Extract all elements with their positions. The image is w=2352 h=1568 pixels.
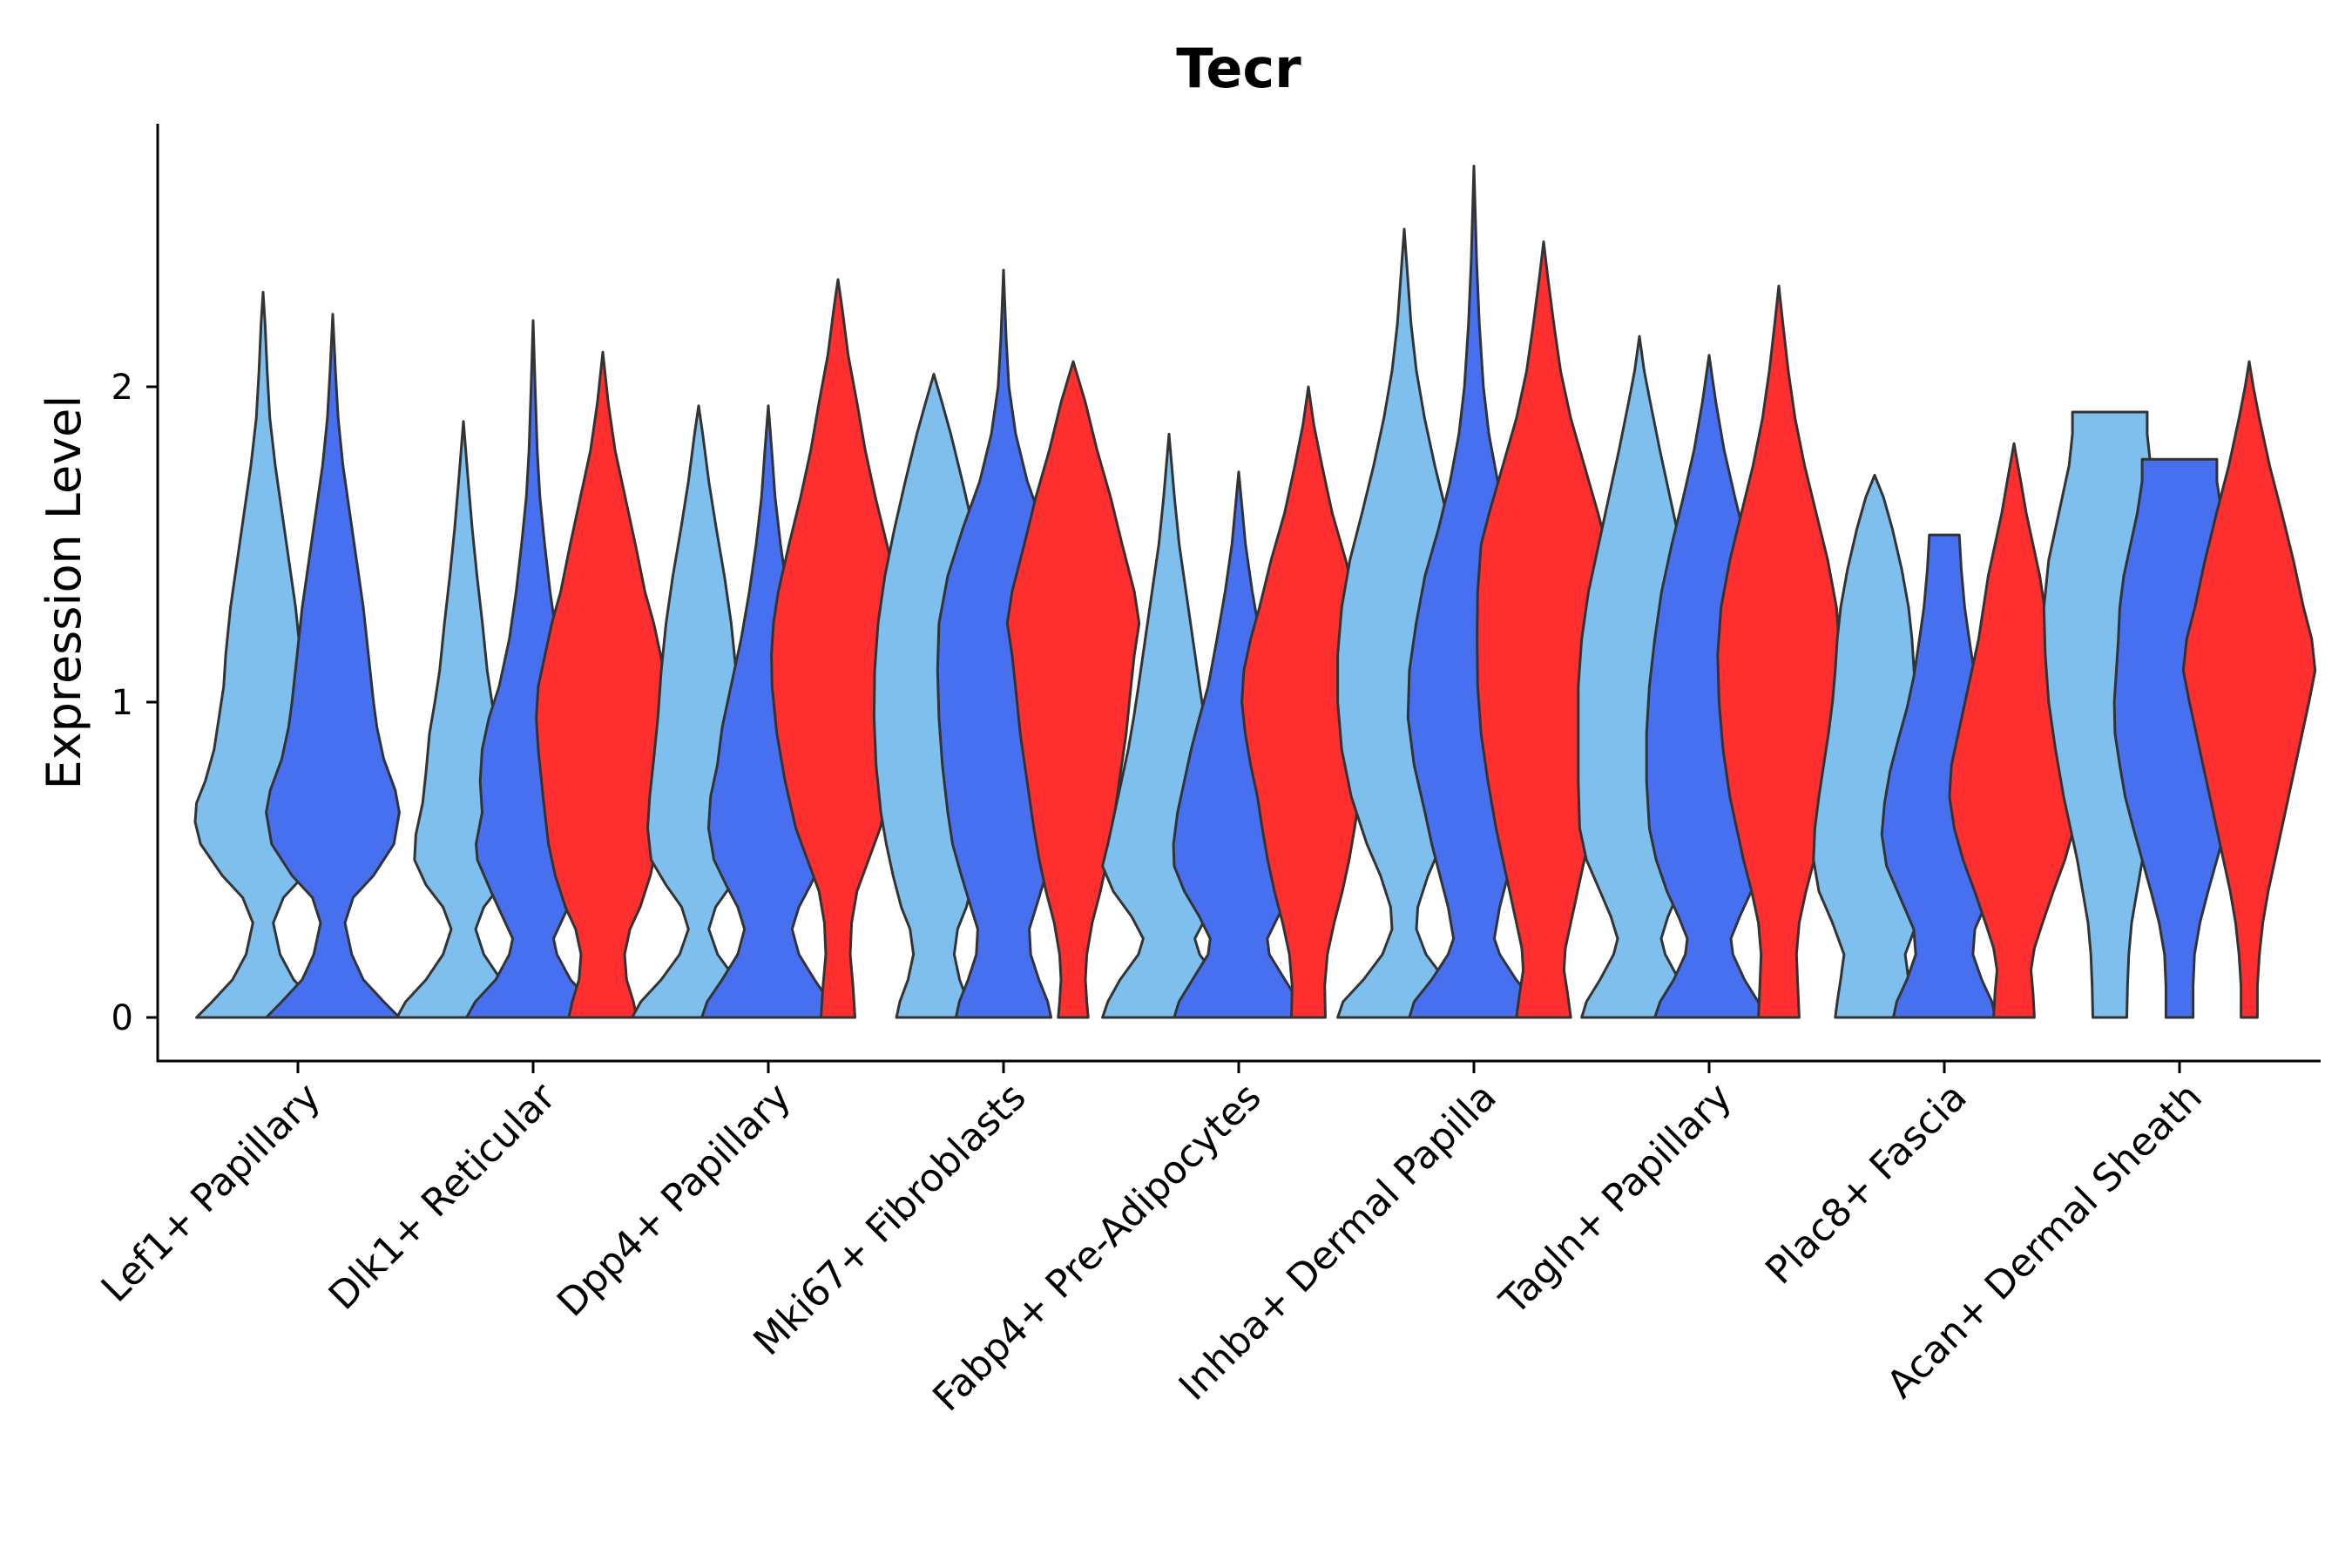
y-axis-label: Expression Level <box>37 395 91 790</box>
y-tick-label: 0 <box>112 998 133 1038</box>
y-tick-label: 2 <box>112 368 133 408</box>
x-tick-label: Lef1+ Papillary <box>93 1075 329 1311</box>
violin-5-3 <box>1240 385 1376 1019</box>
chart-title: Tecr <box>1176 37 1301 100</box>
violin-layer <box>193 165 2317 1019</box>
y-axis-ticks: 0 1 2 <box>112 368 158 1038</box>
violin-8-3 <box>1948 442 2080 1019</box>
violin-3-2 <box>700 404 836 1019</box>
x-tick-label: Dlk1+ Reticular <box>321 1074 565 1319</box>
x-tick-label: Tagln+ Papillary <box>1491 1075 1740 1324</box>
violin-9-3 <box>2181 360 2317 1019</box>
x-tick-label: Dpp4+ Papillary <box>549 1075 800 1326</box>
violin-1-2 <box>265 313 401 1019</box>
y-tick-label: 1 <box>112 683 133 723</box>
x-tick-label: Plac8+ Fascia <box>1757 1075 1976 1294</box>
